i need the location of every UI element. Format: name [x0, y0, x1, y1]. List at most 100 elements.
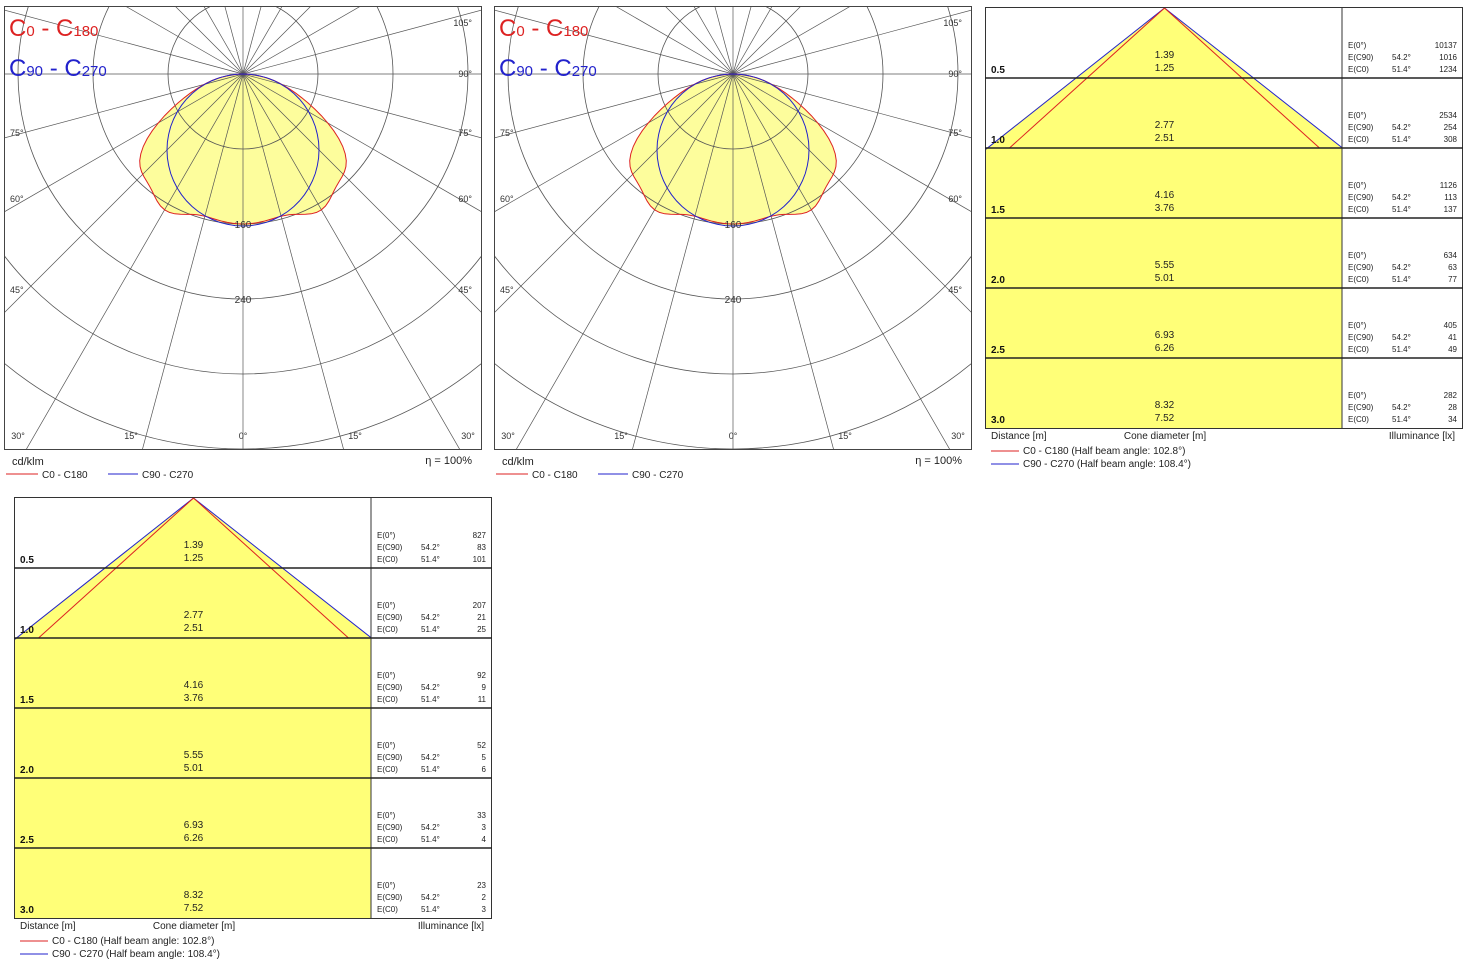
- grid-spoke: [242, 73, 481, 139]
- c90-curve: [166, 73, 320, 227]
- angle-label-right: 90°: [458, 69, 472, 79]
- radial-label: 240: [235, 295, 252, 306]
- row-label-e0: E(0°): [377, 881, 396, 890]
- row-value-e0: 634: [1444, 251, 1458, 260]
- angle-label-bottom: 30°: [461, 431, 475, 441]
- angle-label-left: 45°: [500, 285, 514, 295]
- title-part: 180: [73, 23, 98, 40]
- row-value-e90: 21: [477, 613, 486, 622]
- row-diameter-c90: 8.32: [1155, 400, 1175, 411]
- grid-spoke: [632, 73, 734, 449]
- radial-label: 160: [235, 220, 252, 231]
- row-angle-c90: 54.2°: [1392, 193, 1411, 202]
- row-distance: 2.5: [20, 835, 34, 846]
- title-part: C: [9, 55, 26, 82]
- row-diameter-c0: 5.01: [184, 763, 204, 774]
- grid-spoke: [495, 9, 734, 75]
- angle-label-right: 45°: [458, 285, 472, 295]
- grid-spoke: [616, 7, 734, 75]
- row-label-e90: E(C90): [377, 613, 403, 622]
- angle-label-bottom: 30°: [11, 431, 25, 441]
- cone-diagram-1: 0.5 1.39 1.25 E(0°) E(C90) E(C0) 54.2° 51.4° 101…: [985, 6, 1465, 481]
- legend-title-c90: C90 - C270: [499, 55, 597, 82]
- row-diameter-c0: 7.52: [184, 903, 204, 914]
- row-value-e90: 41: [1448, 333, 1457, 342]
- legend-item-c0: C0 - C180 (Half beam angle: 102.8°): [1023, 446, 1185, 457]
- row-value-ec0: 34: [1448, 415, 1457, 424]
- row-value-ec0: 49: [1448, 345, 1457, 354]
- grid-spoke: [495, 73, 734, 139]
- angle-label-left: 60°: [500, 194, 514, 204]
- title-part: C: [499, 55, 516, 82]
- row-distance: 1.0: [20, 625, 34, 636]
- angle-label-right: 75°: [948, 128, 962, 138]
- legend-title-c90: C90 - C270: [9, 55, 107, 82]
- angle-label-bottom: 30°: [951, 431, 965, 441]
- legend-item-c90: C90 - C270: [632, 470, 684, 481]
- row-value-e90: 28: [1448, 403, 1457, 412]
- polar-chart-1: 160 240 105° 90° 75° 60° 45° 75° 60° 45° 30° 15° 0° 1…: [4, 6, 482, 484]
- row-diameter-c90: 6.93: [1155, 330, 1175, 341]
- row-label-e90: E(C90): [377, 543, 403, 552]
- row-angle-c90: 54.2°: [421, 683, 440, 692]
- grid-spoke: [242, 73, 460, 449]
- title-part: -: [525, 15, 546, 42]
- radial-label: 160: [725, 220, 742, 231]
- row-distance: 2.0: [991, 275, 1005, 286]
- row-diameter-c0: 3.76: [1155, 203, 1175, 214]
- row-label-e90: E(C90): [377, 683, 403, 692]
- grid-spoke: [242, 7, 360, 75]
- legend-item-c0: C0 - C180: [532, 470, 578, 481]
- row-value-e90: 5: [482, 753, 487, 762]
- row-label-e0: E(0°): [377, 601, 396, 610]
- title-part: 90: [26, 63, 43, 80]
- row-value-ec0: 25: [477, 625, 486, 634]
- row-diameter-c0: 3.76: [184, 693, 204, 704]
- row-angle-c90: 54.2°: [421, 543, 440, 552]
- angle-label-right: 105°: [453, 18, 472, 28]
- polar-chart-svg: 160 240 105° 90° 75° 60° 45° 75° 60° 45° 30° 15° 0° 1…: [494, 6, 972, 481]
- row-value-e0: 207: [473, 601, 487, 610]
- row-distance: 1.5: [20, 695, 34, 706]
- row-label-e90: E(C90): [1348, 53, 1374, 62]
- row-value-e0: 827: [473, 531, 487, 540]
- row-angle-c0: 51.4°: [1392, 135, 1411, 144]
- unit-label: cd/klm: [12, 456, 44, 468]
- angle-label-right: 105°: [943, 18, 962, 28]
- distance-axis-label: Distance [m]: [991, 431, 1047, 442]
- row-label-ec0: E(C0): [1348, 275, 1369, 284]
- row-angle-c0: 51.4°: [1392, 205, 1411, 214]
- row-angle-c0: 51.4°: [421, 695, 440, 704]
- grid-spoke: [516, 73, 734, 449]
- row-label-e0: E(0°): [1348, 321, 1367, 330]
- legend-title-c0: C0 - C180: [499, 15, 588, 42]
- grid-spoke: [26, 73, 244, 449]
- row-value-ec0: 101: [473, 555, 487, 564]
- polar-chart-2: 160 240 105° 90° 75° 60° 45° 75° 60° 45° 30° 15° 0° 1…: [494, 6, 972, 484]
- row-diameter-c0: 5.01: [1155, 273, 1175, 284]
- row-value-e90: 2: [482, 893, 487, 902]
- angle-label-right: 60°: [948, 194, 962, 204]
- row-value-ec0: 6: [482, 765, 487, 774]
- row-diameter-c0: 1.25: [1155, 63, 1175, 74]
- row-angle-c0: 51.4°: [421, 555, 440, 564]
- angle-label-left: 75°: [10, 128, 24, 138]
- efficiency-label: η = 100%: [425, 455, 472, 467]
- grid-spoke: [5, 73, 244, 212]
- row-value-ec0: 4: [482, 835, 487, 844]
- angle-label-left: 60°: [10, 194, 24, 204]
- grid-spoke: [732, 73, 971, 212]
- row-diameter-c0: 2.51: [184, 623, 204, 634]
- grid-spoke: [732, 73, 971, 139]
- grid-spoke: [495, 73, 734, 313]
- efficiency-label: η = 100%: [915, 455, 962, 467]
- grid-spoke: [495, 73, 734, 212]
- row-label-e0: E(0°): [1348, 41, 1367, 50]
- legend-title-c0: C0 - C180: [9, 15, 98, 42]
- row-label-ec0: E(C0): [377, 695, 398, 704]
- row-value-e90: 83: [477, 543, 486, 552]
- angle-label-bottom: 15°: [348, 431, 362, 441]
- grid-spoke: [242, 9, 481, 75]
- row-label-e90: E(C90): [1348, 193, 1374, 202]
- title-part: 0: [516, 23, 524, 40]
